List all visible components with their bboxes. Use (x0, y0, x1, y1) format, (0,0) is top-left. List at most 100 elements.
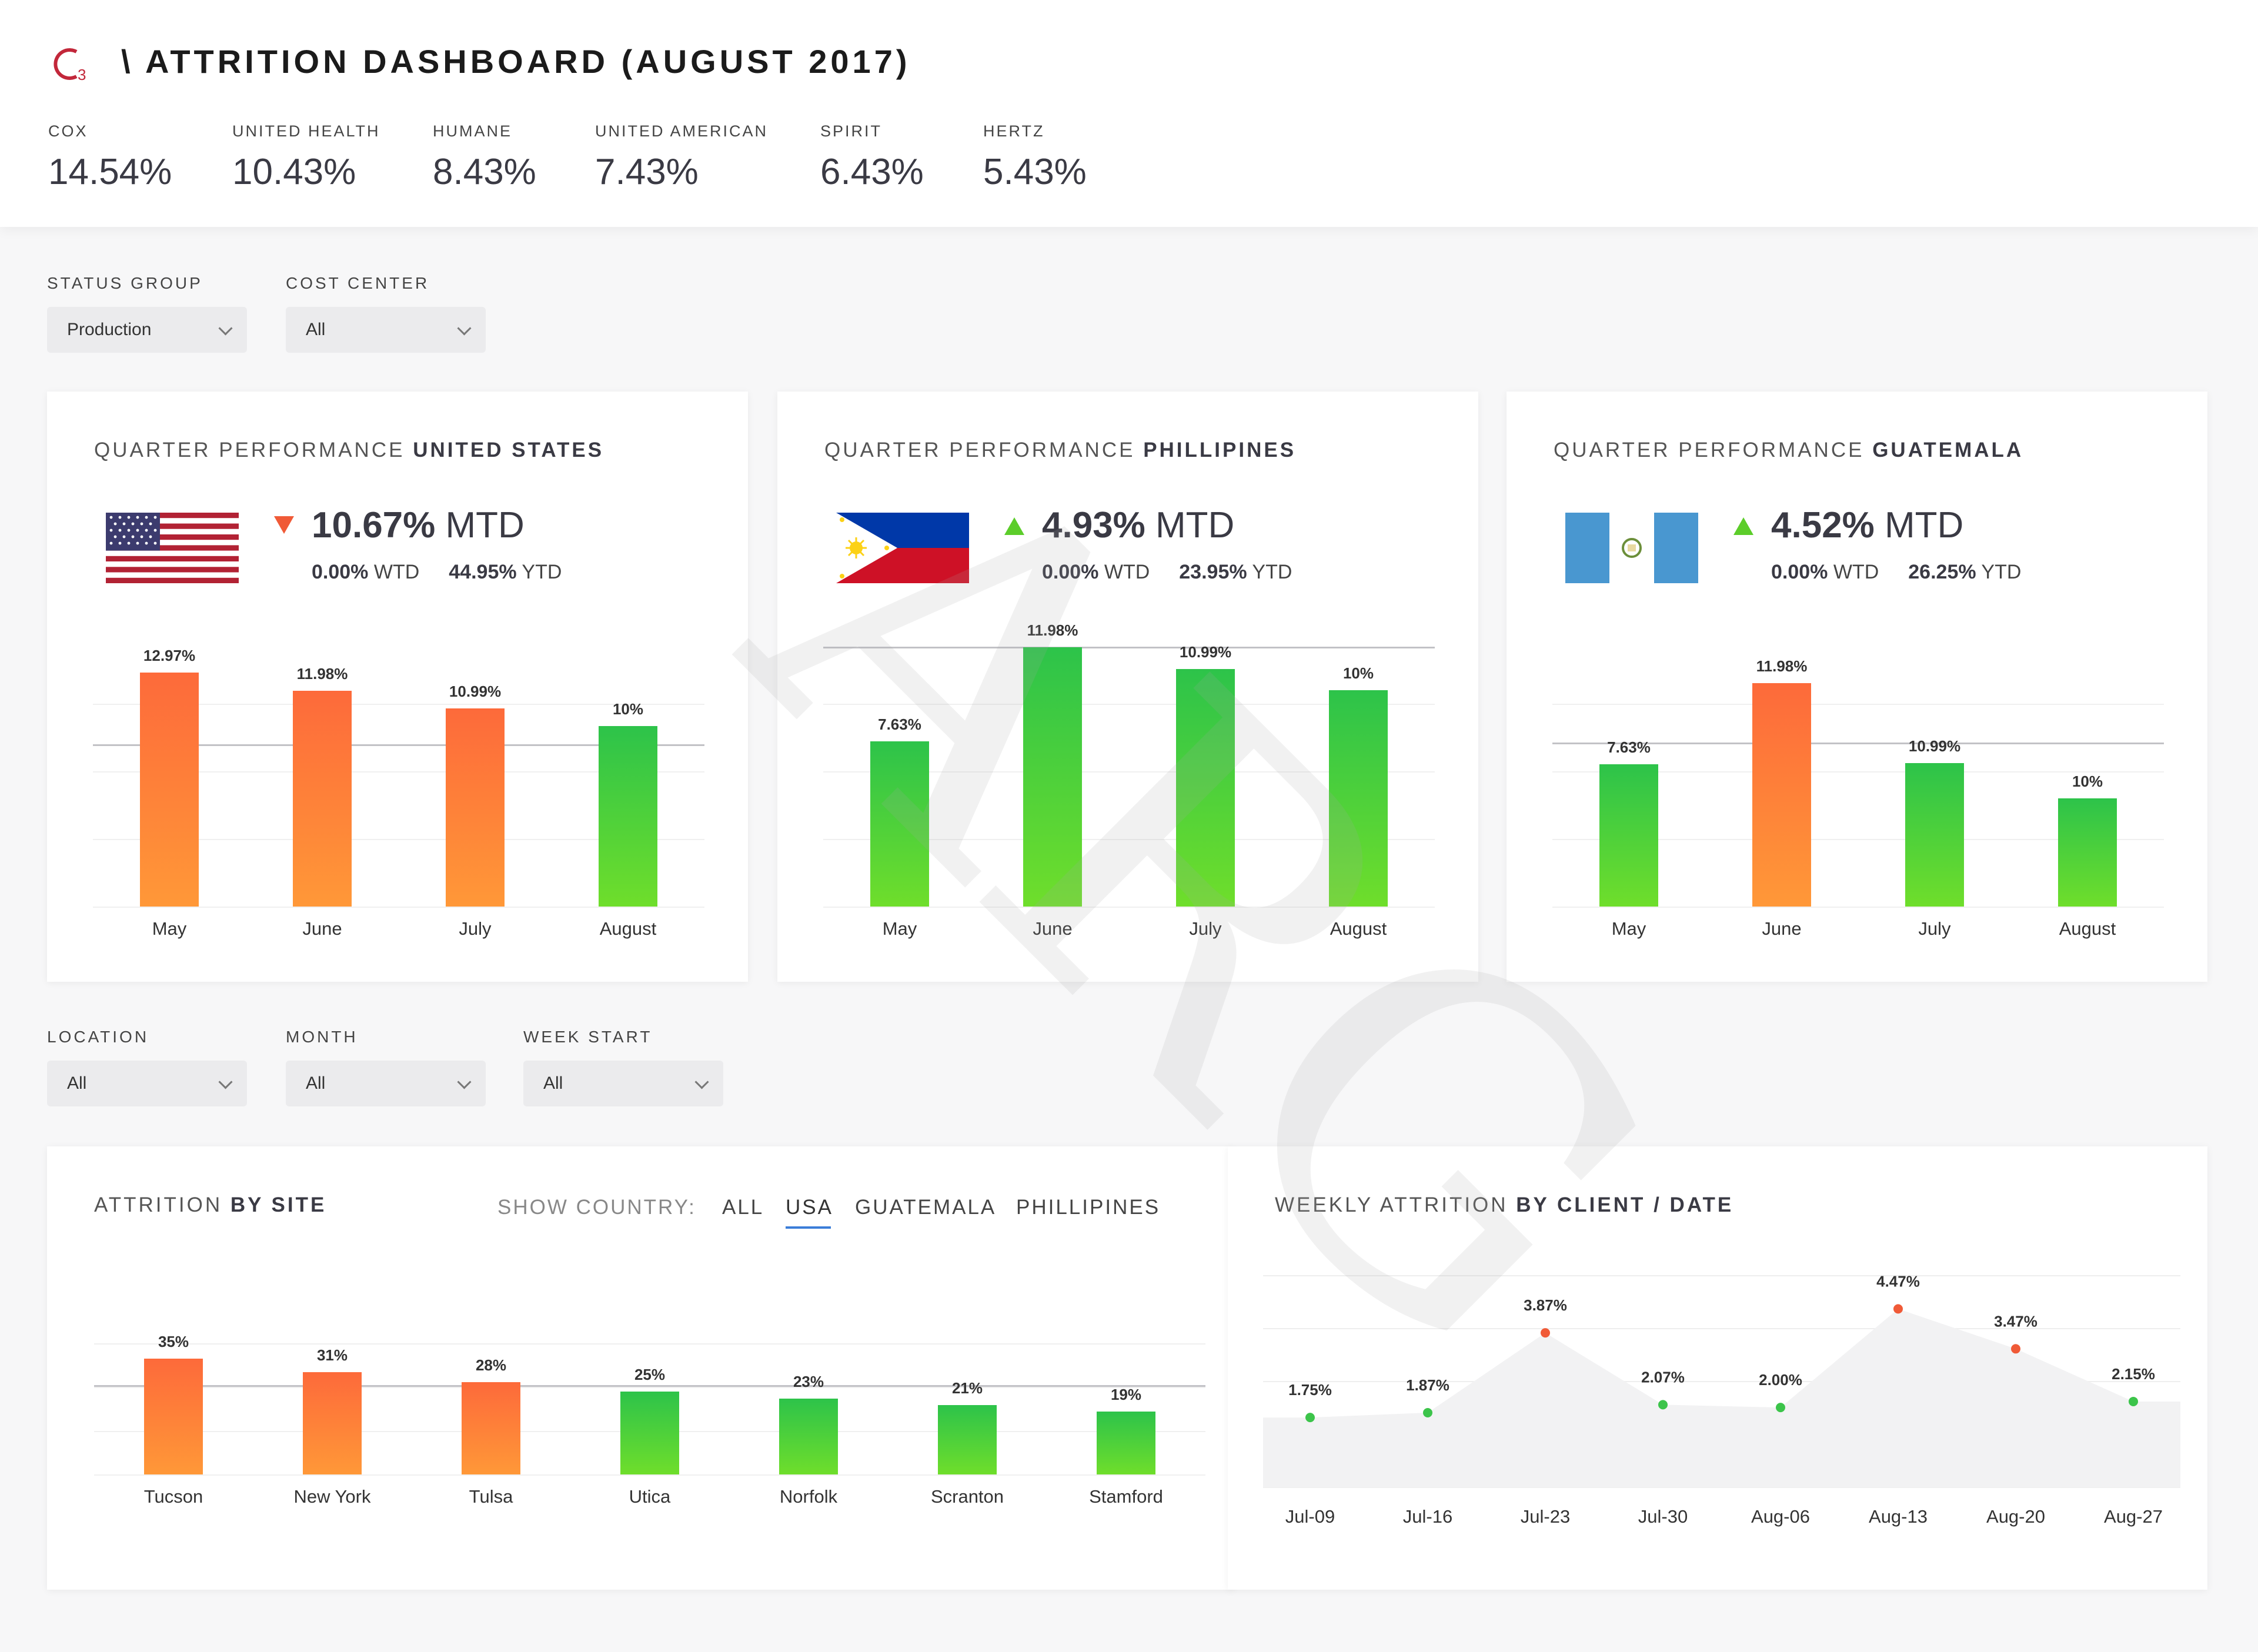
attrition-by-site-card: ATTRITION BY SITE SHOW COUNTRY: ALL USA … (47, 1146, 1234, 1590)
kpi-label: UNITED AMERICAN (595, 122, 769, 140)
data-point[interactable] (2129, 1396, 2138, 1406)
bar-new-york[interactable] (303, 1372, 362, 1474)
location-label: LOCATION (47, 1028, 149, 1046)
week-start-select[interactable]: All (523, 1061, 723, 1106)
bar-august[interactable] (599, 726, 657, 907)
bar-stamford[interactable] (1097, 1412, 1155, 1474)
tab-usa[interactable]: USA (786, 1196, 833, 1229)
category-label: Stamford (1089, 1486, 1163, 1507)
point-value-label: 2.07% (1641, 1368, 1685, 1386)
bar-may[interactable] (140, 673, 199, 907)
usa-flag-icon (106, 513, 239, 583)
cost-center-select[interactable]: All (286, 307, 486, 353)
point-value-label: 2.00% (1759, 1371, 1802, 1389)
kpi-label: UNITED HEALTH (232, 122, 380, 140)
quarter-us-chart: 12.97% May 11.98% June 10.99% July 10% August (93, 636, 704, 948)
guatemala-flag-icon (1565, 513, 1698, 583)
gridline (1552, 771, 2164, 773)
bar-june[interactable] (293, 690, 352, 907)
x-axis-label: Jul-16 (1403, 1506, 1452, 1527)
category-label: Tucson (143, 1486, 203, 1507)
location-select[interactable]: All (47, 1061, 247, 1106)
x-axis-label: Aug-06 (1751, 1506, 1810, 1527)
site-chart: 35% Tucson 31% New York 28% Tulsa 25% Utica 23% N… (94, 1299, 1205, 1516)
category-label: June (1762, 918, 1802, 939)
point-value-label: 2.15% (2112, 1365, 2155, 1383)
card-title: QUARTER PERFORMANCE UNITED STATES (94, 439, 604, 462)
data-point[interactable] (1893, 1304, 1903, 1314)
tab-phillipines[interactable]: PHILLIPINES (1016, 1196, 1161, 1219)
bar-august[interactable] (2058, 798, 2117, 907)
data-point[interactable] (1658, 1400, 1668, 1410)
bar-august[interactable] (1329, 690, 1388, 907)
bar-value-label: 10% (1342, 664, 1374, 682)
bar-june[interactable] (1023, 647, 1082, 907)
gridline (93, 704, 704, 705)
tab-guatemala[interactable]: GUATEMALA (855, 1196, 997, 1219)
point-value-label: 1.75% (1288, 1381, 1332, 1399)
kpi-value: 7.43% (595, 152, 699, 192)
bar-tucson[interactable] (144, 1359, 203, 1474)
bar-june[interactable] (1752, 683, 1811, 907)
gridline (94, 1343, 1205, 1345)
card-title: ATTRITION BY SITE (94, 1193, 327, 1216)
status-group-select[interactable]: Production (47, 307, 247, 353)
bar-scranton[interactable] (938, 1404, 997, 1474)
category-label: August (2059, 918, 2116, 939)
data-point[interactable] (1541, 1328, 1550, 1338)
quarter-card-guatemala: QUARTER PERFORMANCE GUATEMALA 4.52% MTD … (1507, 392, 2207, 982)
quarter-card-united-states: QUARTER PERFORMANCE UNITED STATES 10.67%… (47, 392, 748, 982)
reference-line (1552, 742, 2164, 744)
data-point[interactable] (1776, 1403, 1785, 1413)
chevron-down-icon (694, 1075, 709, 1089)
card-title: WEEKLY ATTRITION BY CLIENT / DATE (1275, 1193, 1734, 1216)
kpi-value: 8.43% (433, 152, 536, 192)
data-point[interactable] (1423, 1407, 1432, 1417)
bar-norfolk[interactable] (779, 1398, 838, 1474)
bar-value-label: 31% (316, 1346, 348, 1364)
point-value-label: 4.47% (1876, 1272, 1920, 1290)
month-label: MONTH (286, 1028, 358, 1046)
bar-value-label: 7.63% (1607, 738, 1651, 756)
bar-value-label: 10.99% (1908, 737, 1961, 755)
bar-value-label: 12.97% (143, 647, 196, 665)
bar-value-label: 25% (634, 1366, 666, 1384)
bar-utica[interactable] (620, 1392, 679, 1474)
mtd-metric: 10.67% MTD (312, 505, 525, 546)
kpi-label: HUMANE (433, 122, 513, 140)
data-point[interactable] (1305, 1413, 1315, 1423)
mtd-metric: 4.93% MTD (1042, 505, 1235, 546)
gridline (823, 907, 1435, 908)
category-label: May (882, 918, 917, 939)
gridline (1552, 907, 2164, 908)
data-point[interactable] (2011, 1344, 2020, 1354)
kpi-value: 6.43% (820, 152, 924, 192)
wtd-ytd-metrics: 0.00% WTD 26.25% YTD (1771, 561, 2022, 583)
bar-value-label: 10.99% (1179, 643, 1232, 661)
philippines-flag-icon (836, 513, 969, 583)
week-start-label: WEEK START (523, 1028, 653, 1046)
trend-up-icon (1733, 517, 1753, 535)
quarter-ph-chart: 7.63% May 11.98% June 10.99% July 10% August (823, 621, 1435, 948)
tab-all[interactable]: ALL (722, 1196, 764, 1219)
bar-may[interactable] (1599, 764, 1658, 907)
kpi-united-health: UNITED HEALTH 10.43% (232, 122, 380, 193)
card-title: QUARTER PERFORMANCE PHILLIPINES (824, 439, 1297, 462)
kpi-hertz: HERTZ 5.43% (983, 122, 1087, 193)
bar-value-label: 10.99% (449, 682, 502, 700)
bar-july[interactable] (1905, 763, 1964, 907)
reference-line (93, 744, 704, 746)
category-label: August (1330, 918, 1387, 939)
gridline (94, 1474, 1205, 1476)
svg-text:3: 3 (78, 66, 86, 83)
bar-tulsa[interactable] (462, 1382, 520, 1474)
month-select[interactable]: All (286, 1061, 486, 1106)
bar-july[interactable] (1176, 668, 1235, 907)
gridline (1552, 839, 2164, 840)
gridline (1552, 704, 2164, 705)
bar-july[interactable] (446, 708, 505, 907)
cost-center-label: COST CENTER (286, 274, 430, 292)
bar-value-label: 10% (2072, 773, 2103, 790)
category-label: July (1918, 918, 1951, 939)
bar-may[interactable] (870, 741, 929, 907)
